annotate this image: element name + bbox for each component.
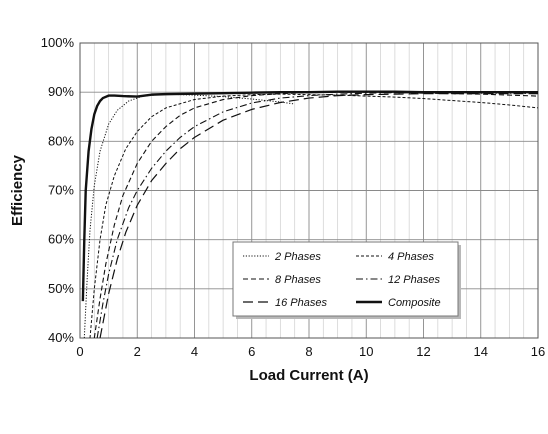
legend-label: 16 Phases (275, 297, 327, 309)
x-tick-label: 12 (416, 344, 430, 359)
legend-label: 4 Phases (388, 251, 434, 263)
series-line-16-phases (99, 93, 538, 338)
series-line-8-phases (93, 91, 538, 338)
x-tick-label: 8 (305, 344, 312, 359)
x-tick-label: 0 (76, 344, 83, 359)
x-tick-label: 14 (474, 344, 488, 359)
x-axis-title: Load Current (A) (249, 367, 368, 384)
y-tick-label: 80% (48, 133, 74, 148)
y-tick-label: 90% (48, 84, 74, 99)
y-tick-label: 70% (48, 183, 74, 198)
x-tick-label: 2 (134, 344, 141, 359)
y-tick-label: 100% (41, 35, 75, 50)
y-axis-title: Efficiency (9, 154, 26, 226)
series-line-2-phases (83, 93, 295, 338)
series-layer (81, 90, 538, 338)
legend-label: Composite (388, 297, 441, 309)
legend-label: 12 Phases (388, 274, 440, 286)
y-tick-label: 60% (48, 232, 74, 247)
x-axis-ticks: 0 2 4 6 8 10 12 14 16 (76, 344, 545, 359)
y-axis-ticks: 40% 50% 60% 70% 80% 90% 100% (41, 35, 75, 345)
legend-label: 8 Phases (275, 274, 321, 286)
x-tick-label: 4 (191, 344, 198, 359)
y-tick-label: 40% (48, 330, 74, 345)
legend-box (232, 241, 459, 317)
x-tick-label: 10 (359, 344, 373, 359)
x-tick-label: 6 (248, 344, 255, 359)
legend-label: 2 Phases (274, 251, 321, 263)
x-tick-label: 16 (531, 344, 545, 359)
series-line-composite (81, 90, 538, 302)
plot-border (79, 42, 539, 339)
series-line-4-phases (89, 93, 538, 338)
y-tick-label: 50% (48, 281, 74, 296)
legend: 2 Phases 4 Phases 8 Phases 12 Phases 16 Phas… (232, 241, 461, 319)
